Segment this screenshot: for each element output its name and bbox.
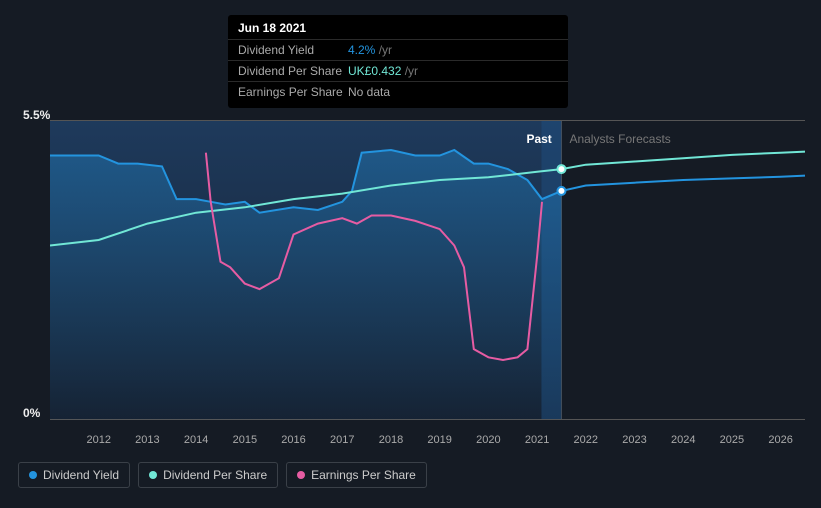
x-axis-tick: 2016 [281,434,305,446]
chart-tooltip: Jun 18 2021 Dividend Yield4.2% /yrDivide… [228,15,568,108]
x-axis-tick: 2026 [768,434,792,446]
y-axis-max: 5.5% [23,108,50,122]
legend-dividend-yield[interactable]: Dividend Yield [18,462,130,488]
chart-svg [50,120,805,420]
legend-label: Dividend Yield [43,468,119,482]
x-axis-tick: 2015 [233,434,257,446]
legend-earnings-per-share[interactable]: Earnings Per Share [286,462,427,488]
legend-dividend-per-share[interactable]: Dividend Per Share [138,462,278,488]
x-axis-tick: 2024 [671,434,695,446]
legend-label: Dividend Per Share [163,468,267,482]
tooltip-row-label: Dividend Yield [238,43,348,57]
tooltip-row-value: No data [348,85,390,99]
x-axis-tick: 2021 [525,434,549,446]
tooltip-row: Dividend Per ShareUK£0.432 /yr [228,60,568,81]
legend-dot-icon [297,471,305,479]
chart-legend: Dividend Yield Dividend Per Share Earnin… [18,462,427,488]
legend-dot-icon [149,471,157,479]
x-axis-tick: 2012 [86,434,110,446]
tooltip-row-value: 4.2% /yr [348,43,392,57]
legend-label: Earnings Per Share [311,468,416,482]
tooltip-date: Jun 18 2021 [228,21,568,39]
x-axis-tick: 2023 [622,434,646,446]
y-axis-min: 0% [23,406,40,420]
chart-area[interactable]: 5.5% 0% 2012 2013 2014 2015 2016 2017 2018 2019… [0,100,821,460]
x-axis-tick: 2014 [184,434,208,446]
x-axis-tick: 2022 [574,434,598,446]
tooltip-row-label: Earnings Per Share [238,85,348,99]
past-label: Past [526,132,551,146]
x-axis-tick: 2025 [720,434,744,446]
tooltip-row-value: UK£0.432 /yr [348,64,418,78]
x-axis-tick: 2017 [330,434,354,446]
x-axis-tick: 2019 [427,434,451,446]
x-axis-tick: 2013 [135,434,159,446]
legend-dot-icon [29,471,37,479]
x-axis-tick: 2018 [379,434,403,446]
analysts-forecast-label: Analysts Forecasts [569,132,670,146]
tooltip-row: Dividend Yield4.2% /yr [228,39,568,60]
tooltip-row: Earnings Per ShareNo data [228,81,568,102]
x-axis-tick: 2020 [476,434,500,446]
tooltip-row-label: Dividend Per Share [238,64,348,78]
